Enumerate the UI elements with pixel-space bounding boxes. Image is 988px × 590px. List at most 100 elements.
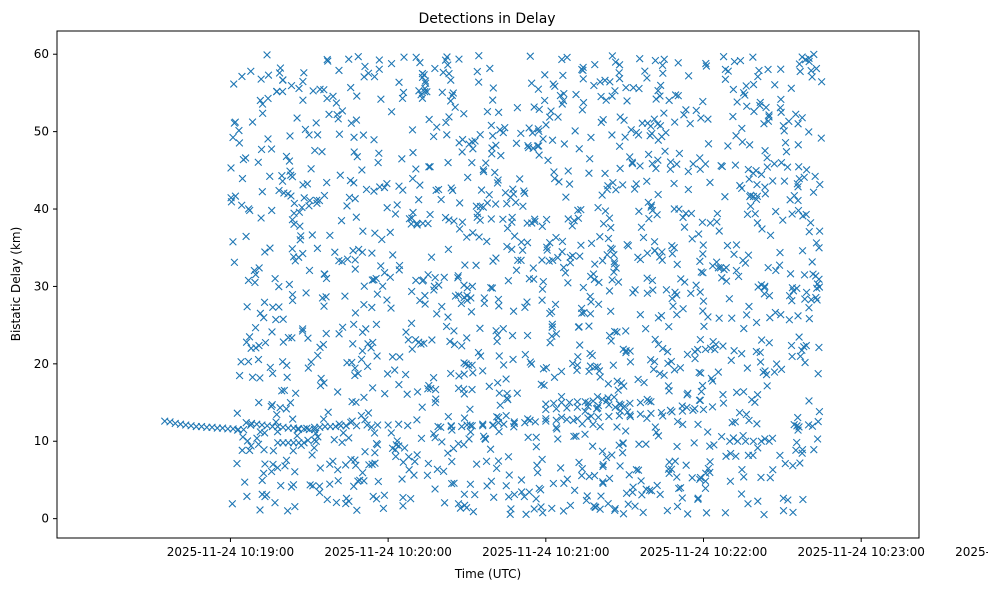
clutter-point	[670, 365, 679, 374]
clutter-point	[586, 309, 595, 318]
clutter-point	[623, 97, 631, 105]
clutter-point	[383, 203, 391, 212]
clutter-point	[335, 130, 344, 138]
clutter-point	[658, 248, 666, 256]
clutter-point	[260, 445, 268, 454]
clutter-point	[788, 210, 796, 218]
clutter-point	[746, 202, 755, 210]
clutter-point	[437, 302, 446, 311]
clutter-point	[672, 473, 681, 481]
clutter-point	[565, 180, 574, 188]
clutter-point	[378, 282, 387, 290]
clutter-point	[641, 67, 649, 75]
clutter-point	[737, 349, 746, 358]
clutter-point	[510, 232, 519, 240]
clutter-point	[780, 177, 789, 185]
clutter-point	[791, 110, 800, 119]
clutter-point	[550, 174, 559, 183]
clutter-point	[535, 151, 543, 159]
clutter-point	[654, 86, 662, 95]
clutter-point	[811, 293, 820, 302]
clutter-point	[683, 510, 692, 518]
clutter-point	[413, 219, 421, 228]
track-point	[499, 420, 508, 429]
clutter-point	[429, 373, 438, 382]
clutter-point	[468, 228, 477, 237]
clutter-point	[551, 82, 559, 91]
clutter-point	[470, 490, 479, 499]
clutter-point	[285, 157, 294, 165]
clutter-point	[701, 477, 710, 485]
clutter-point	[785, 315, 794, 324]
clutter-point	[731, 161, 740, 169]
clutter-point	[413, 388, 422, 396]
clutter-point	[689, 160, 697, 168]
clutter-point	[564, 279, 572, 287]
clutter-point	[626, 358, 635, 366]
clutter-point	[450, 327, 458, 335]
clutter-point	[227, 198, 236, 206]
track-point	[647, 409, 655, 418]
clutter-point	[282, 456, 291, 465]
clutter-point	[503, 394, 511, 402]
clutter-point	[239, 155, 248, 164]
clutter-point	[732, 241, 741, 249]
clutter-point	[322, 274, 331, 283]
track-point	[636, 410, 645, 418]
clutter-point	[660, 109, 668, 117]
clutter-point	[574, 206, 582, 215]
clutter-point	[526, 358, 535, 366]
clutter-point	[732, 452, 740, 461]
clutter-point	[577, 205, 585, 214]
clutter-point	[667, 465, 676, 474]
clutter-point	[333, 110, 341, 119]
clutter-point	[599, 479, 607, 488]
clutter-point	[794, 196, 802, 205]
clutter-point	[586, 349, 594, 358]
clutter-point	[379, 504, 388, 513]
clutter-point	[460, 109, 468, 118]
clutter-point	[627, 125, 635, 134]
clutter-point	[405, 214, 414, 223]
clutter-point	[361, 62, 369, 71]
clutter-point	[386, 228, 395, 237]
clutter-point	[575, 323, 583, 331]
clutter-point	[314, 433, 322, 441]
track-point	[615, 400, 624, 408]
clutter-point	[540, 381, 548, 390]
clutter-point	[312, 196, 321, 205]
clutter-point	[626, 347, 634, 355]
clutter-point	[368, 338, 377, 347]
clutter-point	[610, 393, 618, 401]
clutter-point	[625, 471, 634, 479]
clutter-point	[652, 164, 660, 173]
clutter-point	[229, 238, 237, 246]
clutter-point	[243, 302, 251, 311]
clutter-point	[358, 468, 367, 477]
clutter-point	[760, 283, 769, 292]
clutter-point	[739, 473, 748, 481]
clutter-point	[678, 494, 687, 502]
clutter-point	[375, 56, 384, 64]
clutter-point	[463, 296, 471, 305]
clutter-point	[581, 407, 589, 416]
clutter-point	[306, 481, 314, 489]
clutter-point	[507, 505, 515, 513]
clutter-point	[421, 77, 430, 85]
track-point	[626, 399, 634, 408]
clutter-point	[721, 508, 730, 517]
clutter-point	[469, 507, 478, 516]
clutter-point	[663, 347, 672, 356]
clutter-point	[574, 214, 583, 223]
clutter-point	[698, 307, 707, 315]
clutter-point	[601, 76, 609, 85]
track-point	[310, 425, 319, 434]
clutter-point	[440, 273, 449, 282]
clutter-point	[607, 337, 615, 345]
clutter-point	[753, 192, 762, 201]
clutter-point	[503, 242, 511, 251]
clutter-point	[695, 475, 704, 484]
clutter-point	[502, 411, 510, 420]
clutter-point	[605, 287, 614, 295]
clutter-point	[404, 336, 413, 344]
